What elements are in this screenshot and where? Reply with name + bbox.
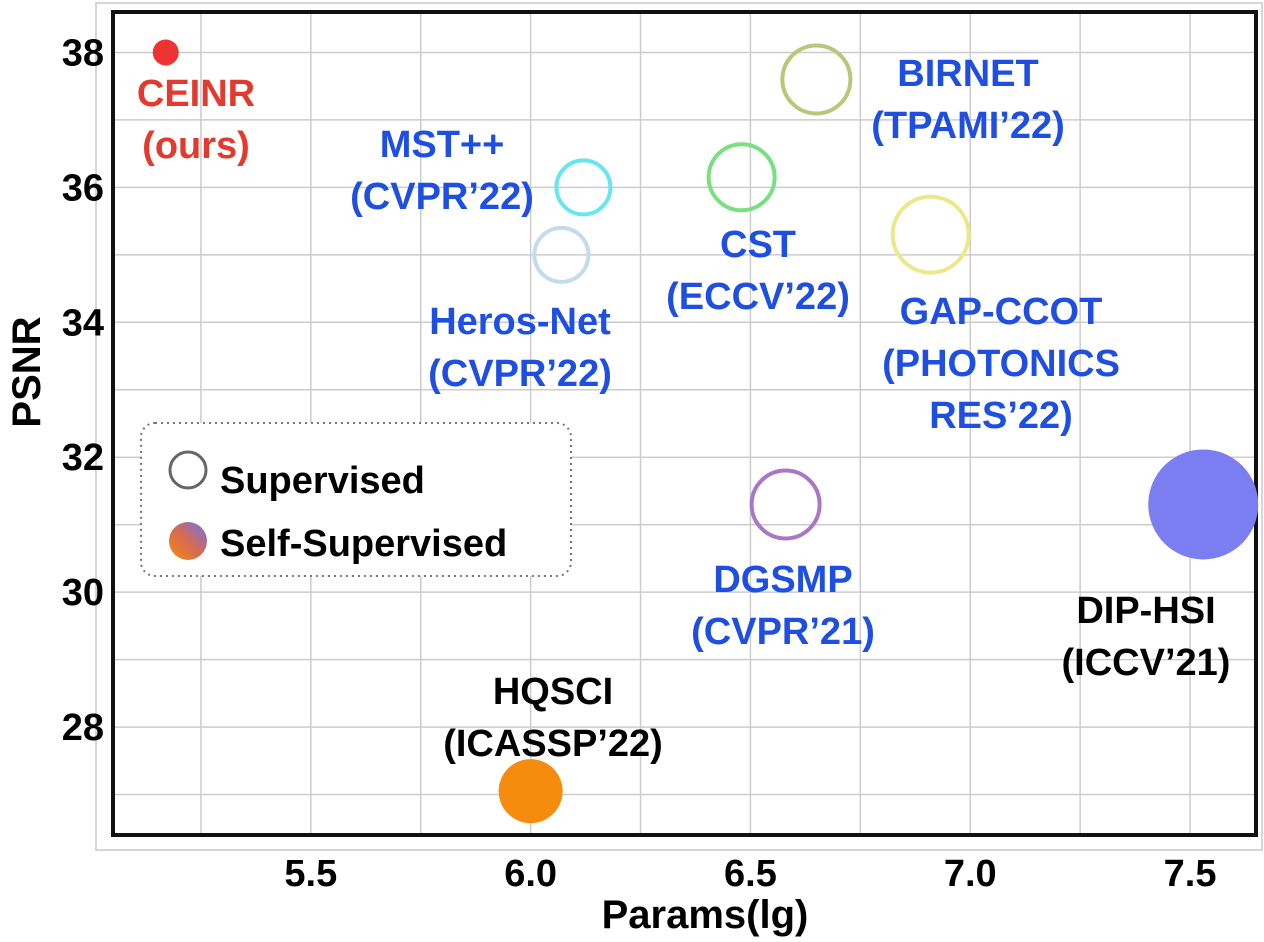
legend-supervised-marker (168, 450, 208, 490)
label-dgsmp: (CVPR’21) (691, 611, 875, 653)
marker-dgsmp (749, 468, 822, 541)
marker-cst (706, 142, 777, 213)
label-mst: MST++ (380, 124, 505, 166)
y-tick-label: 30 (62, 572, 104, 614)
legend-self-supervised-marker (169, 522, 207, 560)
outer-frame (95, 2, 1263, 851)
label-gap-ccot: GAP-CCOT (900, 291, 1103, 333)
y-tick-label: 28 (62, 707, 104, 749)
label-gap-ccot: RES’22) (929, 395, 1073, 437)
y-axis-title: PSNR (5, 316, 49, 427)
marker-hqsci (498, 759, 563, 824)
label-ceinr: CEINR (137, 73, 255, 115)
label-dip-hsi: (ICCV’21) (1062, 642, 1231, 684)
legend-box (140, 422, 572, 577)
y-tick-label: 32 (62, 437, 104, 479)
label-cst: CST (720, 224, 796, 266)
y-tick-labels: 28 30 32 34 36 38 (62, 32, 104, 749)
marker-dip-hsi (1148, 449, 1259, 560)
point-labels: CEINR (ours) MST++ (CVPR’22) Heros-Net (CVPR’… (137, 53, 1231, 765)
label-hqsci: HQSCI (493, 671, 613, 713)
label-ceinr: (ours) (142, 125, 250, 167)
y-tick-label: 36 (62, 167, 104, 209)
y-tick-label: 38 (62, 32, 104, 74)
x-tick-label: 5.5 (284, 853, 337, 895)
label-cst: (ECCV’22) (666, 276, 850, 318)
x-tick-label: 7.5 (1164, 853, 1217, 895)
grid (113, 12, 1256, 835)
marker-heros-net (532, 225, 591, 284)
x-tick-labels: 5.5 6.0 6.5 7.0 7.5 (284, 853, 1216, 895)
label-dip-hsi: DIP-HSI (1076, 590, 1215, 632)
x-tick-label: 7.0 (944, 853, 997, 895)
label-birnet: BIRNET (897, 53, 1038, 95)
marker-gap-ccot (890, 194, 971, 275)
x-axis-title: Params(lg) (602, 893, 809, 937)
plot-border (111, 10, 1258, 837)
label-hqsci: (ICASSP’22) (443, 723, 663, 765)
x-tick-label: 6.0 (504, 853, 557, 895)
marker-ceinr (152, 39, 179, 66)
y-tick-label: 34 (62, 302, 104, 344)
marker-birnet (780, 43, 853, 116)
markers (152, 39, 1259, 824)
label-heros-net: (CVPR’22) (428, 353, 612, 395)
label-heros-net: Heros-Net (429, 301, 611, 343)
label-dgsmp: DGSMP (713, 559, 852, 601)
legend-supervised-label: Supervised (220, 460, 425, 502)
legend: Supervised Self-Supervised (140, 422, 572, 577)
x-tick-label: 6.5 (724, 853, 777, 895)
legend-self-supervised-label: Self-Supervised (220, 523, 507, 565)
label-birnet: (TPAMI’22) (871, 105, 1065, 147)
marker-mst (554, 158, 613, 217)
label-mst: (CVPR’22) (350, 176, 534, 218)
label-gap-ccot: (PHOTONICS (882, 343, 1120, 385)
